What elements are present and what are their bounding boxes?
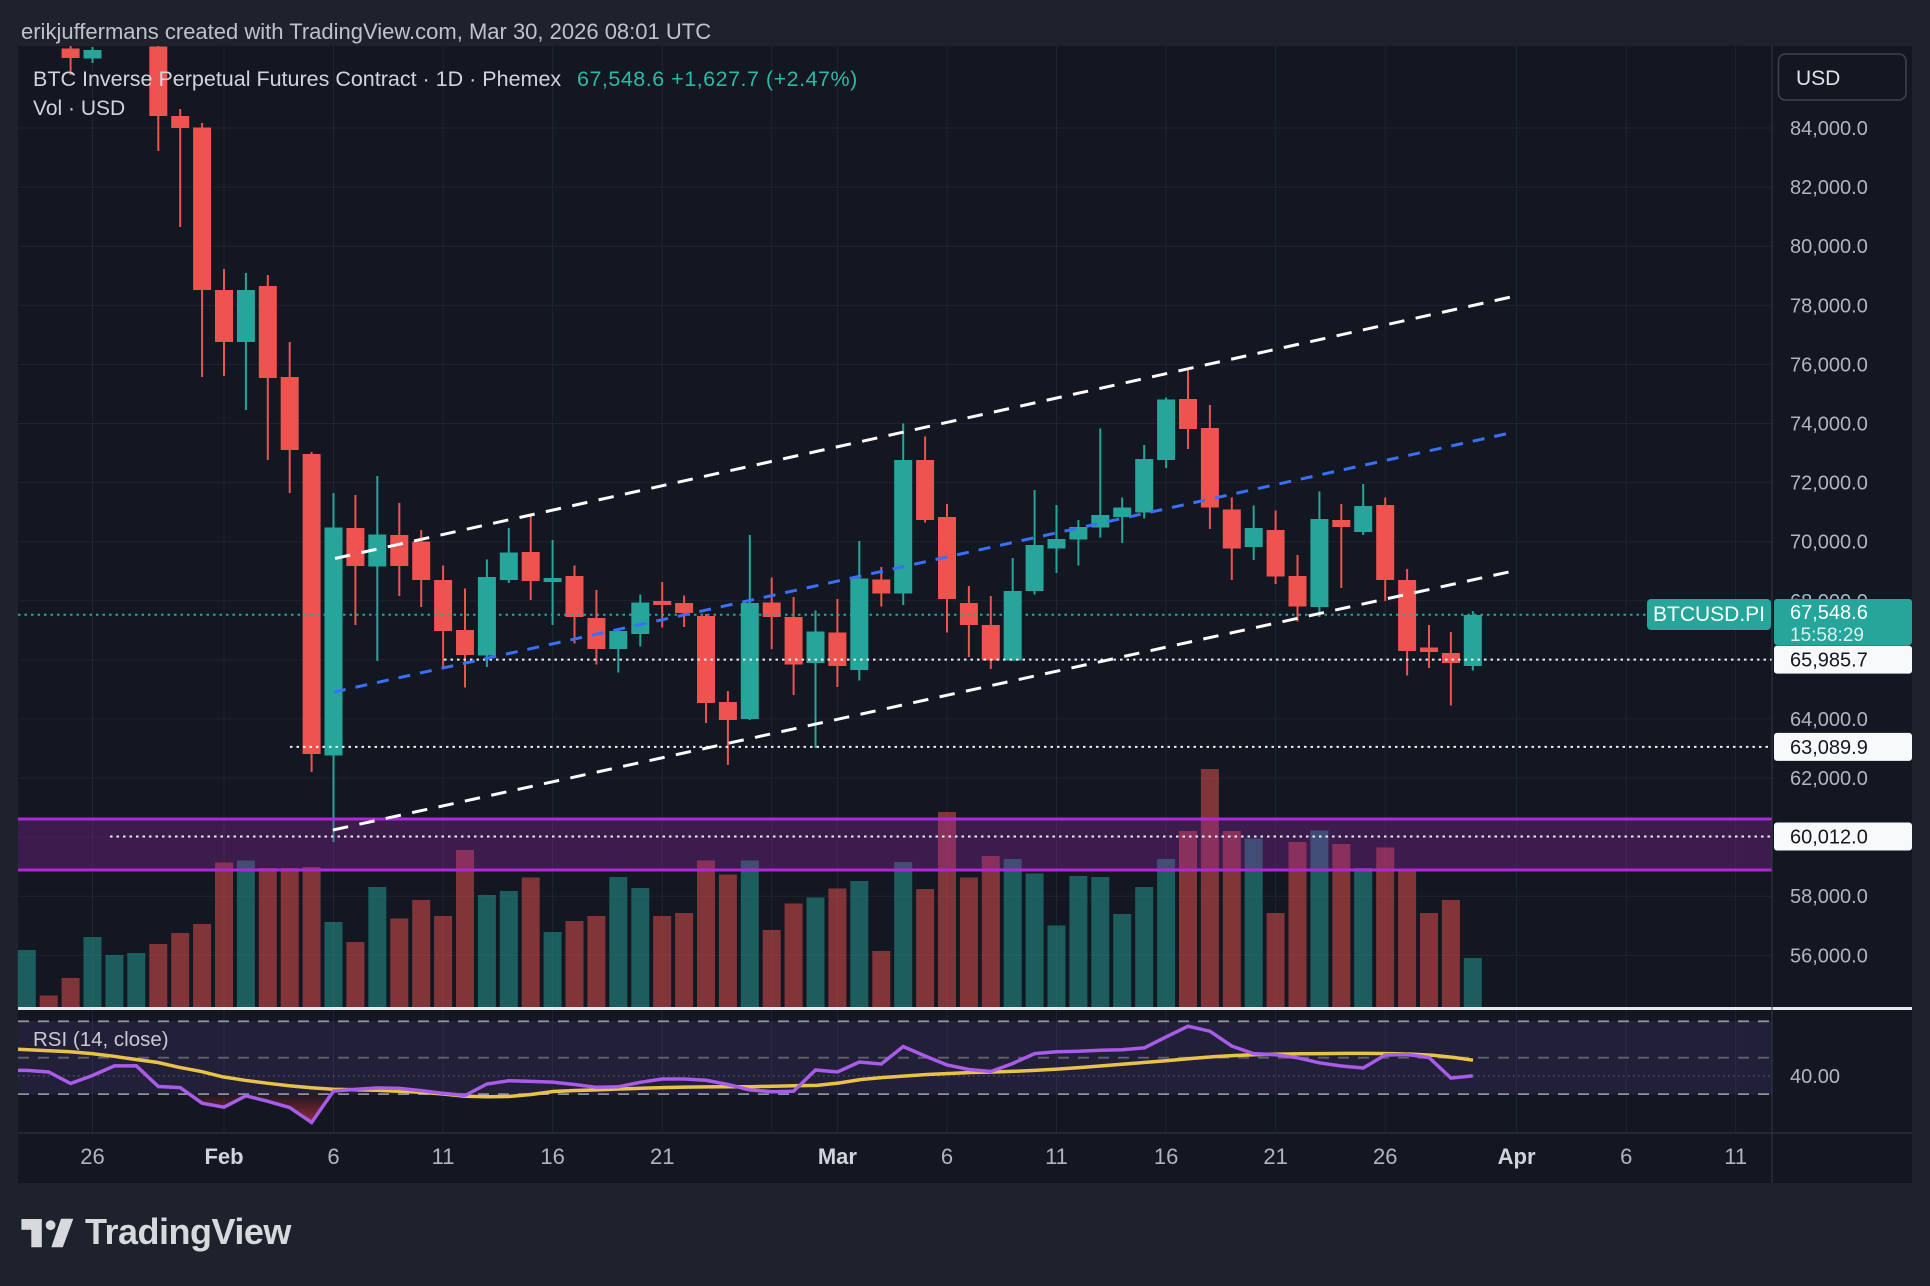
svg-text:63,089.9: 63,089.9: [1790, 737, 1868, 759]
svg-text:21: 21: [650, 1144, 674, 1169]
svg-text:11: 11: [1724, 1144, 1747, 1169]
svg-text:21: 21: [1263, 1144, 1287, 1169]
svg-text:erikjuffermans created with Tr: erikjuffermans created with TradingView.…: [21, 19, 711, 44]
svg-text:60,012.0: 60,012.0: [1790, 827, 1868, 849]
svg-text:82,000.0: 82,000.0: [1790, 177, 1868, 199]
svg-text:65,985.7: 65,985.7: [1790, 650, 1868, 672]
svg-text:6: 6: [327, 1144, 339, 1169]
svg-text:70,000.0: 70,000.0: [1790, 532, 1868, 554]
svg-text:Feb: Feb: [204, 1144, 243, 1169]
svg-text:67,548.6: 67,548.6: [1790, 602, 1868, 624]
svg-text:11: 11: [1045, 1144, 1068, 1169]
svg-text:BTCUSD.PI: BTCUSD.PI: [1653, 603, 1765, 626]
svg-text:67,548.6 +1,627.7 (+2.47%): 67,548.6 +1,627.7 (+2.47%): [577, 67, 858, 91]
svg-text:62,000.0: 62,000.0: [1790, 768, 1868, 790]
svg-text:BTC Inverse Perpetual Futures: BTC Inverse Perpetual Futures Contract ·…: [33, 67, 561, 91]
svg-text:76,000.0: 76,000.0: [1790, 354, 1868, 376]
svg-text:11: 11: [432, 1144, 455, 1169]
svg-text:16: 16: [540, 1144, 564, 1169]
svg-text:74,000.0: 74,000.0: [1790, 414, 1868, 436]
svg-text:80,000.0: 80,000.0: [1790, 236, 1868, 258]
svg-text:6: 6: [941, 1144, 953, 1169]
svg-text:26: 26: [80, 1144, 104, 1169]
svg-text:Apr: Apr: [1498, 1144, 1536, 1169]
svg-text:56,000.0: 56,000.0: [1790, 945, 1868, 967]
svg-text:Vol · USD: Vol · USD: [33, 97, 125, 120]
svg-text:16: 16: [1154, 1144, 1178, 1169]
svg-text:USD: USD: [1796, 67, 1840, 90]
svg-text:6: 6: [1620, 1144, 1632, 1169]
svg-text:TradingView: TradingView: [85, 1211, 292, 1252]
svg-text:26: 26: [1373, 1144, 1397, 1169]
svg-text:72,000.0: 72,000.0: [1790, 473, 1868, 495]
svg-text:78,000.0: 78,000.0: [1790, 295, 1868, 317]
svg-text:58,000.0: 58,000.0: [1790, 886, 1868, 908]
svg-text:RSI (14, close): RSI (14, close): [33, 1028, 169, 1051]
svg-text:64,000.0: 64,000.0: [1790, 709, 1868, 731]
svg-text:40.00: 40.00: [1790, 1066, 1840, 1088]
svg-text:15:58:29: 15:58:29: [1790, 625, 1864, 646]
svg-text:84,000.0: 84,000.0: [1790, 118, 1868, 140]
svg-text:Mar: Mar: [818, 1144, 858, 1169]
